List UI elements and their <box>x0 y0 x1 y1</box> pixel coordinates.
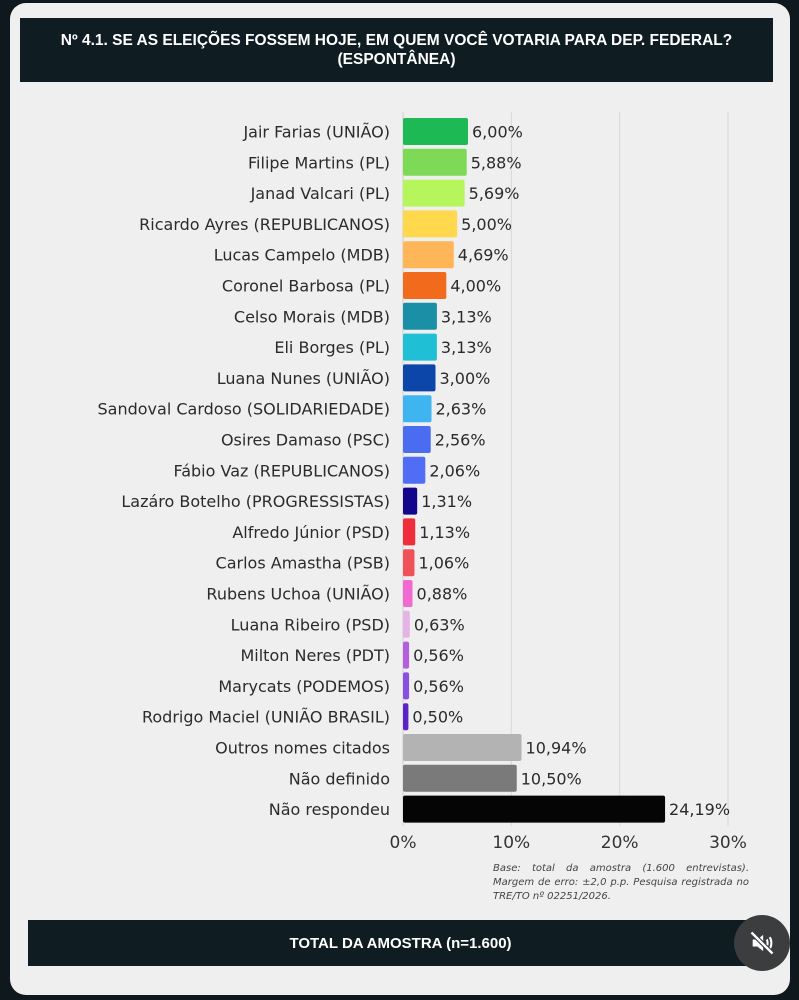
mute-button[interactable] <box>734 915 790 971</box>
bar <box>403 364 436 392</box>
category-label: Milton Neres (PDT) <box>240 646 390 665</box>
x-tick-label: 0% <box>390 833 417 853</box>
bar <box>403 764 517 792</box>
data-label: 10,94% <box>526 739 587 758</box>
data-label: 2,63% <box>435 400 486 419</box>
data-label: 5,00% <box>461 215 512 234</box>
methodology-note: Base: total da amostra (1.600 entrevista… <box>493 863 749 902</box>
category-label: Outros nomes citados <box>215 739 390 758</box>
bar <box>403 210 458 238</box>
bar <box>403 241 454 269</box>
bar <box>403 641 410 669</box>
data-label: 6,00% <box>472 123 523 142</box>
data-label: 4,69% <box>458 246 509 265</box>
bar <box>403 272 447 299</box>
category-label: Eli Borges (PL) <box>274 338 390 357</box>
category-label: Lazáro Botelho (PROGRESSISTAS) <box>121 492 390 511</box>
bar <box>403 179 465 207</box>
category-label: Rodrigo Maciel (UNIÃO BRASIL) <box>142 708 390 727</box>
data-label: 3,00% <box>440 369 491 388</box>
bar <box>403 148 467 176</box>
chart-title: Nº 4.1. SE AS ELEIÇÕES FOSSEM HOJE, EM Q… <box>20 18 773 82</box>
bar <box>403 456 426 484</box>
data-label: 2,06% <box>429 461 480 480</box>
chart-card <box>10 3 790 995</box>
category-label: Sandoval Cardoso (SOLIDARIEDADE) <box>98 400 391 419</box>
data-label: 2,56% <box>435 431 486 450</box>
category-label: Alfredo Júnior (PSD) <box>232 523 390 542</box>
data-label: 0,56% <box>413 677 464 696</box>
bar <box>403 703 409 731</box>
data-label: 0,88% <box>417 585 468 604</box>
data-label: 10,50% <box>521 769 582 788</box>
category-label: Celso Morais (MDB) <box>234 307 390 326</box>
category-label: Ricardo Ayres (REPUBLICANOS) <box>139 215 390 234</box>
data-label: 5,69% <box>469 184 520 203</box>
bar <box>403 672 410 700</box>
sample-total-banner: TOTAL DA AMOSTRA (n=1.600) <box>28 920 773 966</box>
bar <box>403 734 522 761</box>
bar <box>403 118 468 145</box>
category-label: Osires Damaso (PSC) <box>221 431 390 450</box>
muted-speaker-icon <box>749 930 775 956</box>
data-label: 1,31% <box>421 492 472 511</box>
x-tick-label: 10% <box>492 833 530 853</box>
category-label: Carlos Amastha (PSB) <box>216 554 390 573</box>
x-tick-label: 20% <box>601 833 639 853</box>
bar <box>403 487 418 515</box>
bar <box>403 333 437 361</box>
x-tick-label: 30% <box>709 833 747 853</box>
bar <box>403 426 431 453</box>
category-label: Jair Farias (UNIÃO) <box>242 123 390 142</box>
category-label: Fábio Vaz (REPUBLICANOS) <box>173 461 390 480</box>
category-label: Filipe Martins (PL) <box>248 153 390 172</box>
data-label: 5,88% <box>471 153 522 172</box>
bar <box>403 302 437 330</box>
data-label: 4,00% <box>450 277 501 296</box>
data-label: 3,13% <box>441 307 492 326</box>
category-label: Rubens Uchoa (UNIÃO) <box>206 585 390 604</box>
category-label: Coronel Barbosa (PL) <box>222 277 390 296</box>
category-label: Lucas Campelo (MDB) <box>214 246 390 265</box>
category-label: Marycats (PODEMOS) <box>218 677 390 696</box>
bar <box>403 395 432 423</box>
data-label: 0,63% <box>414 615 465 634</box>
data-label: 1,13% <box>419 523 470 542</box>
category-label: Não respondeu <box>269 800 390 819</box>
data-label: 0,56% <box>413 646 464 665</box>
data-label: 24,19% <box>669 800 730 819</box>
category-label: Luana Ribeiro (PSD) <box>231 615 390 634</box>
category-label: Luana Nunes (UNIÃO) <box>217 369 390 388</box>
data-label: 1,06% <box>418 554 469 573</box>
bar <box>403 795 666 823</box>
bar <box>403 610 410 638</box>
data-label: 0,50% <box>412 708 463 727</box>
category-label: Não definido <box>289 769 390 788</box>
bar <box>403 580 413 607</box>
data-label: 3,13% <box>441 338 492 357</box>
category-label: Janad Valcari (PL) <box>250 184 390 203</box>
bar <box>403 518 416 546</box>
bar <box>403 549 415 577</box>
